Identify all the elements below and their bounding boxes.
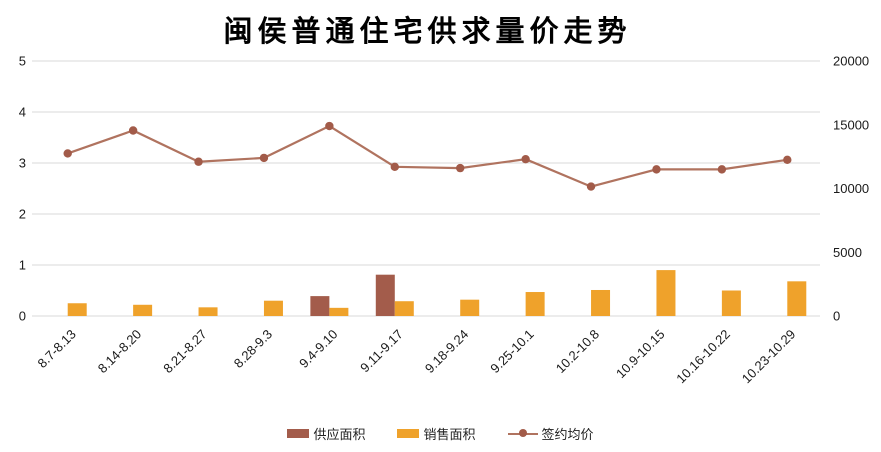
legend-item-supply: 供应面积: [287, 424, 365, 443]
x-axis-label: 9.25-10.1: [487, 327, 536, 376]
y-left-tick-label: 1: [19, 258, 26, 273]
x-axis-label: 10.2-10.8: [553, 327, 602, 376]
price-marker: [194, 157, 203, 166]
bar-supply: [375, 274, 395, 316]
bar-sales: [721, 290, 741, 316]
x-axis-label: 9.4-9.10: [296, 327, 340, 371]
price-marker: [783, 155, 792, 165]
price-marker: [456, 163, 465, 173]
y-right-tick-label: 10000: [833, 181, 869, 196]
price-marker: [717, 165, 727, 174]
x-axis-label: 10.9-10.15: [613, 327, 668, 382]
chart-title: 闽侯普通住宅供求量价走势: [223, 16, 632, 48]
y-left-tick-label: 4: [19, 105, 26, 120]
x-axis-label: 9.18-9.24: [422, 327, 471, 376]
legend-item-price: 签约均价: [507, 424, 594, 443]
legend-label-supply: 供应面积: [313, 427, 366, 442]
y-right-tick-label: 5000: [833, 245, 862, 260]
price-line: [67, 124, 788, 188]
legend-label-price: 签约均价: [541, 427, 594, 442]
y-left-tick-label: 3: [19, 156, 26, 171]
price-marker: [390, 162, 399, 172]
x-axis-label: 8.7-8.13: [34, 327, 78, 371]
price-marker: [652, 165, 661, 174]
chart-legend: 供应面积 销售面积 签约均价: [0, 424, 881, 443]
x-axis-label: 10.23-10.29: [739, 327, 799, 387]
bar-sales: [591, 289, 611, 316]
price-marker: [521, 154, 530, 164]
supply-swatch-icon: [287, 429, 310, 438]
y-left-tick-label: 0: [19, 309, 26, 324]
price-line-swatch-icon: [507, 429, 538, 438]
bar-sales: [656, 270, 676, 316]
bar-sales: [67, 303, 87, 316]
legend-item-sales: 销售面积: [397, 424, 476, 443]
bar-sales: [263, 300, 283, 316]
legend-label-sales: 销售面积: [423, 427, 476, 442]
y-left-tick-label: 2: [19, 207, 26, 222]
price-marker: [128, 126, 138, 135]
price-marker: [63, 149, 72, 158]
y-left-tick-label: 5: [19, 54, 26, 69]
price-marker: [259, 153, 269, 163]
x-axis-label: 8.21-8.27: [160, 327, 209, 376]
bar-sales: [133, 304, 153, 316]
y-right-tick-label: 20000: [833, 54, 869, 69]
sales-swatch-icon: [397, 429, 420, 438]
bar-sales: [460, 299, 480, 316]
x-axis-label: 8.28-9.3: [231, 327, 275, 371]
bar-sales: [198, 307, 218, 316]
bar-sales: [394, 301, 414, 316]
bar-sales: [787, 281, 807, 316]
x-axis-label: 10.16-10.22: [673, 327, 733, 387]
bar-sales: [329, 307, 349, 316]
bar-sales: [525, 292, 545, 316]
price-marker: [586, 182, 596, 191]
x-axis-label: 9.11-9.17: [357, 327, 406, 376]
x-axis-label: 8.14-8.20: [95, 327, 144, 376]
bar-supply: [310, 296, 330, 316]
price-marker: [325, 121, 334, 131]
y-right-tick-label: 15000: [833, 117, 869, 132]
y-right-tick-label: 0: [833, 309, 840, 324]
